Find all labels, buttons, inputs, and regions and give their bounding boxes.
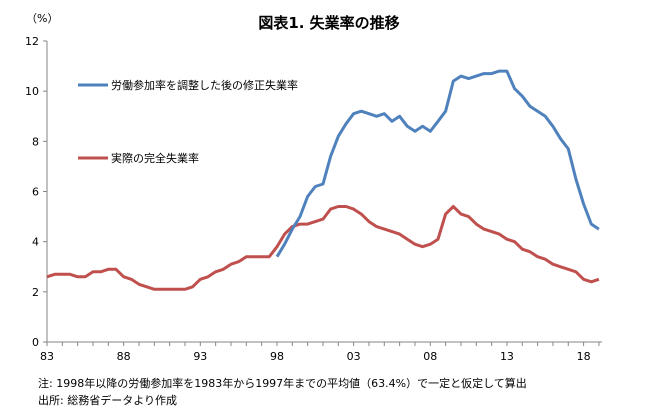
x-tick-label: 88: [117, 350, 131, 363]
y-axis-ticks: 0 2 4 6 8 10 12: [25, 35, 47, 349]
x-tick-label: 18: [577, 350, 591, 363]
y-tick-label: 12: [25, 35, 39, 48]
y-tick-label: 4: [32, 236, 39, 249]
x-axis-ticks: 83 88 93 98 03 08 13 18: [40, 342, 600, 363]
footnote: 注: 1998年以降の労働参加率を1983年から1997年までの平均値（63.4…: [38, 376, 527, 390]
x-tick-label: 03: [347, 350, 361, 363]
y-unit-label: （%）: [26, 12, 58, 25]
x-tick-label: 93: [193, 350, 207, 363]
source-note: 出所: 総務省データより作成: [38, 393, 177, 407]
series-lines: [46, 69, 600, 291]
x-tick-label: 83: [40, 350, 54, 363]
y-tick-label: 2: [32, 286, 39, 299]
legend-label-adjusted: 労働参加率を調整した後の修正失業率: [111, 78, 298, 92]
legend-label-actual: 実際の完全失業率: [111, 151, 199, 165]
series-line-adjusted: [275, 69, 600, 258]
y-tick-label: 10: [25, 85, 39, 98]
x-tick-label: 13: [500, 350, 514, 363]
chart-title: 図表1. 失業率の推移: [258, 14, 399, 32]
series-line-actual: [46, 205, 600, 291]
y-tick-label: 6: [32, 186, 39, 199]
x-tick-label: 98: [270, 350, 284, 363]
y-tick-label: 0: [32, 336, 39, 349]
legend: 労働参加率を調整した後の修正失業率 実際の完全失業率: [78, 78, 298, 165]
y-tick-label: 8: [32, 135, 39, 148]
x-tick-label: 08: [423, 350, 437, 363]
